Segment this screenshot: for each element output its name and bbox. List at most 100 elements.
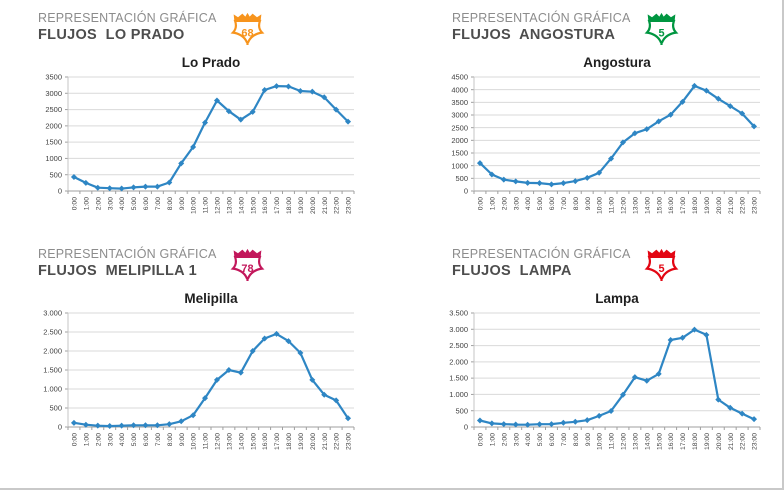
- svg-text:18:00: 18:00: [692, 197, 699, 214]
- header-title: FLUJOS LO PRADO: [38, 26, 185, 43]
- x-axis-ticks: [473, 427, 761, 430]
- route-shield-5-green-icon: 5: [644, 12, 678, 45]
- svg-text:21:00: 21:00: [728, 433, 735, 450]
- svg-text:2:00: 2:00: [501, 433, 508, 446]
- x-axis-labels: 0:00 1:00 2:00 3:00 4:00 5:00 6:00 7:00 8:00 9:00…: [72, 197, 353, 214]
- svg-text:8:00: 8:00: [573, 197, 580, 210]
- svg-text:20:00: 20:00: [716, 433, 723, 450]
- svg-text:1500: 1500: [451, 149, 468, 158]
- svg-text:3.500: 3.500: [449, 309, 468, 318]
- svg-text:22:00: 22:00: [334, 197, 341, 214]
- header-subtitle: REPRESENTACIÓN GRÁFICA: [452, 246, 631, 261]
- chart-lo-prado: Lo Prado 0 500 1000 1500 2000 2500 3000 3500 0:00…: [26, 51, 392, 227]
- svg-text:1:00: 1:00: [489, 433, 496, 446]
- svg-text:5:00: 5:00: [131, 197, 138, 210]
- x-axis-ticks: [473, 191, 761, 194]
- svg-text:21:00: 21:00: [322, 197, 329, 214]
- svg-text:9:00: 9:00: [179, 197, 186, 210]
- header-subtitle: REPRESENTACIÓN GRÁFICA: [452, 10, 631, 25]
- svg-text:23:00: 23:00: [346, 433, 353, 450]
- svg-text:500: 500: [49, 404, 62, 413]
- svg-text:4:00: 4:00: [525, 433, 532, 446]
- x-axis-ticks: [67, 427, 355, 430]
- line-chart-svg: Lampa05001.0001.5002.0002.5003.0003.5000…: [449, 291, 761, 450]
- svg-text:19:00: 19:00: [298, 433, 305, 450]
- svg-text:9:00: 9:00: [585, 197, 592, 210]
- shield-crown: [647, 248, 675, 257]
- svg-text:3000: 3000: [45, 89, 62, 98]
- panel-header-melipilla: REPRESENTACIÓN GRÁFICA FLUJOS MELIPILLA …: [26, 246, 392, 281]
- svg-text:1.000: 1.000: [449, 390, 468, 399]
- svg-text:15:00: 15:00: [250, 433, 257, 450]
- svg-text:16:00: 16:00: [262, 433, 269, 450]
- svg-text:1500: 1500: [45, 138, 62, 147]
- svg-text:15:00: 15:00: [656, 197, 663, 214]
- panel-melipilla: REPRESENTACIÓN GRÁFICA FLUJOS MELIPILLA …: [0, 234, 392, 488]
- chart-title: Lampa: [595, 291, 639, 306]
- header-title: FLUJOS MELIPILLA 1: [38, 262, 198, 279]
- shield-route-number: 68: [241, 27, 253, 39]
- svg-text:20:00: 20:00: [716, 197, 723, 214]
- svg-text:9:00: 9:00: [585, 433, 592, 446]
- panel-lampa: REPRESENTACIÓN GRÁFICA FLUJOS LAMPA 5 La…: [392, 234, 782, 488]
- svg-text:9:00: 9:00: [179, 433, 186, 446]
- svg-text:2.500: 2.500: [43, 328, 62, 337]
- svg-text:7:00: 7:00: [155, 433, 162, 446]
- panel-lo-prado: REPRESENTACIÓN GRÁFICA FLUJOS LO PRADO 6…: [0, 0, 392, 234]
- svg-text:6:00: 6:00: [549, 197, 556, 210]
- svg-text:15:00: 15:00: [656, 433, 663, 450]
- svg-text:22:00: 22:00: [334, 433, 341, 450]
- line-chart-svg: Angostura 0 500 1000 1500 2000 2500 3000 3500 400…: [451, 55, 761, 214]
- svg-text:3:00: 3:00: [513, 197, 520, 210]
- svg-text:2.000: 2.000: [449, 357, 468, 366]
- svg-text:21:00: 21:00: [322, 433, 329, 450]
- svg-text:4500: 4500: [451, 73, 468, 82]
- svg-text:7:00: 7:00: [561, 197, 568, 210]
- svg-text:4:00: 4:00: [119, 197, 126, 210]
- chart-angostura: Angostura 0 500 1000 1500 2000 2500 3000 3500 400…: [432, 51, 782, 227]
- svg-text:500: 500: [455, 174, 468, 183]
- x-axis-labels: 0:00 1:00 2:00 3:00 4:00 5:00 6:00 7:00 8:00 9:00…: [72, 433, 353, 450]
- svg-text:16:00: 16:00: [262, 197, 269, 214]
- svg-text:12:00: 12:00: [215, 433, 222, 450]
- svg-text:14:00: 14:00: [644, 433, 651, 450]
- data-point-markers: [70, 330, 352, 430]
- chart-title: Lo Prado: [182, 55, 241, 70]
- x-axis-labels: 0:00 1:00 2:00 3:00 4:00 5:00 6:00 7:00 8:00 9:00…: [478, 433, 759, 450]
- plot-line: [72, 332, 350, 428]
- shield-crown: [233, 12, 261, 21]
- svg-text:6:00: 6:00: [143, 433, 150, 446]
- gridlines: [65, 76, 354, 192]
- gridlines: [471, 312, 760, 428]
- svg-text:3:00: 3:00: [107, 433, 114, 446]
- svg-text:4000: 4000: [451, 85, 468, 94]
- svg-text:14:00: 14:00: [238, 433, 245, 450]
- svg-text:13:00: 13:00: [632, 197, 639, 214]
- chart-melipilla: Melipilla 0 500 1.000 1.500 2.000 2.500 3.000 0:…: [26, 287, 392, 463]
- chart-title: Melipilla: [184, 291, 238, 306]
- svg-text:10:00: 10:00: [597, 433, 604, 450]
- svg-text:0: 0: [464, 187, 468, 196]
- svg-text:500: 500: [455, 406, 468, 415]
- svg-text:1:00: 1:00: [83, 433, 90, 446]
- svg-text:19:00: 19:00: [298, 197, 305, 214]
- header-subtitle: REPRESENTACIÓN GRÁFICA: [38, 10, 217, 25]
- shield-crown: [647, 12, 675, 21]
- line-chart-svg: Lo Prado 0 500 1000 1500 2000 2500 3000 3500 0:00…: [45, 55, 355, 214]
- svg-text:2.500: 2.500: [449, 341, 468, 350]
- plot-line: [72, 84, 350, 190]
- svg-text:23:00: 23:00: [752, 197, 759, 214]
- svg-text:10:00: 10:00: [597, 197, 604, 214]
- svg-text:18:00: 18:00: [286, 433, 293, 450]
- svg-text:1000: 1000: [45, 154, 62, 163]
- svg-text:0:00: 0:00: [478, 433, 485, 446]
- svg-text:22:00: 22:00: [740, 433, 747, 450]
- svg-text:0: 0: [464, 423, 468, 432]
- svg-text:15:00: 15:00: [250, 197, 257, 214]
- svg-text:17:00: 17:00: [274, 433, 281, 450]
- svg-text:1.500: 1.500: [449, 374, 468, 383]
- svg-text:2:00: 2:00: [95, 433, 102, 446]
- svg-text:0: 0: [58, 423, 62, 432]
- gridlines: [471, 76, 760, 192]
